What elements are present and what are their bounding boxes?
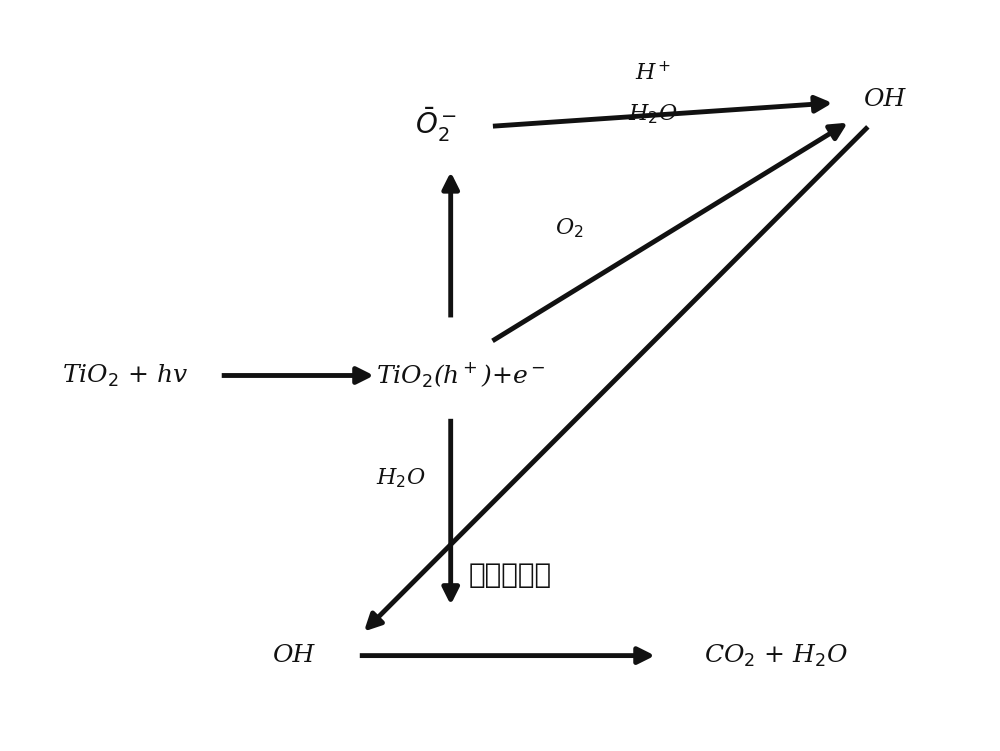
Text: TiO$_2$(h$^+$)+e$^-$: TiO$_2$(h$^+$)+e$^-$ xyxy=(376,361,545,390)
Text: OH: OH xyxy=(863,88,906,110)
Text: H$^+$: H$^+$ xyxy=(635,62,671,85)
Text: H$_2$O: H$_2$O xyxy=(376,467,426,490)
Text: CO$_2$ + H$_2$O: CO$_2$ + H$_2$O xyxy=(704,643,848,668)
Text: 有机污染物: 有机污染物 xyxy=(468,560,551,589)
Text: O$_2$: O$_2$ xyxy=(555,216,583,240)
Text: $\bar{O}_2^-$: $\bar{O}_2^-$ xyxy=(415,106,457,144)
Text: TiO$_2$ + hv: TiO$_2$ + hv xyxy=(62,363,188,388)
Text: OH: OH xyxy=(272,644,314,667)
Text: H$_2$O: H$_2$O xyxy=(628,102,678,125)
